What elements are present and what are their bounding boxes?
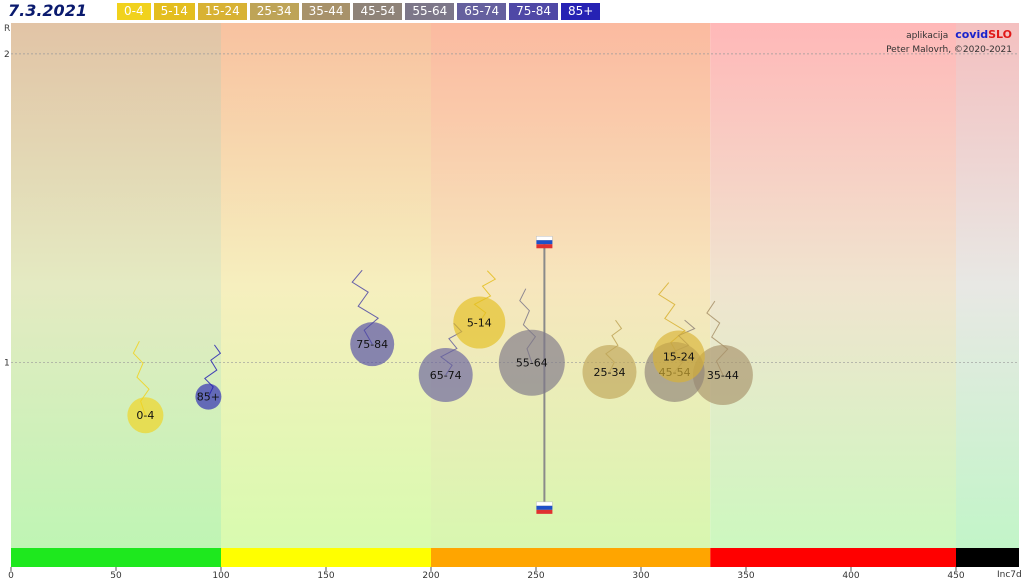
legend-item: 35-44 [301, 3, 351, 20]
legend-item: 65-74 [457, 3, 507, 20]
y-tick-label: 2 [4, 50, 10, 60]
flag-white [536, 236, 553, 241]
ylabel: R [4, 24, 10, 34]
xlabel: Inc7d [997, 570, 1022, 580]
credits-prefix: aplikacija [906, 31, 948, 41]
flag-red [536, 244, 553, 249]
trajectory-line [439, 322, 463, 376]
trajectory-line [132, 340, 150, 416]
legend-item: 55-64 [405, 3, 455, 20]
band-red [710, 23, 956, 548]
bubble-label: 15-24 [663, 351, 695, 364]
bubble-0-4 [127, 397, 164, 434]
bubble-5-14 [453, 296, 506, 349]
band-green [11, 23, 221, 548]
bubble-85+ [195, 383, 222, 410]
bubble-label: 75-84 [356, 338, 388, 351]
trajectory-line [667, 319, 696, 373]
bubble-15-24 [652, 330, 705, 383]
bubble-label: 55-64 [516, 357, 548, 370]
trajectory-line [519, 288, 537, 363]
trajectory-line [473, 270, 497, 323]
x-tick-label: 150 [317, 571, 334, 581]
x-tick-label: 350 [737, 571, 754, 581]
x-tick-label: 0 [8, 571, 14, 581]
trajectory-line [658, 282, 686, 357]
x-tick-label: 50 [110, 571, 122, 581]
bubble-label: 0-4 [136, 409, 154, 422]
band-strip-orange [431, 548, 711, 567]
legend-item: 75-84 [509, 3, 558, 20]
bubble-label: 35-44 [707, 369, 739, 382]
band-orange [431, 23, 711, 548]
bubble-45-54 [644, 341, 705, 402]
flag-white [536, 501, 553, 507]
band-strip-green [11, 548, 221, 567]
credits-app-b: SLO [988, 28, 1012, 41]
y-tick-label: 1 [4, 359, 10, 369]
x-tick-label: 300 [632, 571, 649, 581]
bubble-label: 85+ [197, 391, 220, 404]
trajectory-line [605, 319, 623, 373]
legend-item: 85+ [560, 3, 601, 20]
flag-blue [536, 505, 553, 510]
credits-app-a: covid [955, 28, 988, 41]
x-tick-label: 250 [527, 571, 544, 581]
x-tick-label: 200 [422, 571, 439, 581]
x-tick-label: 450 [947, 571, 964, 581]
age-group-legend: 0-4 5-14 15-24 25-34 35-44 45-54 55-64 65-74 75-… [117, 3, 601, 20]
legend-item: 45-54 [353, 3, 403, 20]
band-yellow [221, 23, 431, 548]
bubble-65-74 [418, 348, 473, 403]
bubble-label: 65-74 [430, 369, 462, 382]
legend-item: 25-34 [249, 3, 299, 20]
date-label: 7.3.2021 [8, 1, 87, 20]
x-tick-label: 400 [842, 571, 859, 581]
credits-author: Peter Malovrh, ©2020-2021 [886, 45, 1012, 55]
top-bar: 7.3.2021 0-4 5-14 15-24 25-34 35-44 45-54 55-6… [0, 0, 1024, 22]
bubble-75-84 [350, 322, 395, 367]
bubble-label: 45-54 [659, 366, 691, 379]
band-strip-black [956, 548, 1019, 567]
trajectory-line [204, 344, 222, 397]
x-tick-label: 100 [212, 571, 229, 581]
band-black [956, 23, 1019, 548]
band-strip-yellow [221, 548, 431, 567]
flag-red [536, 509, 553, 514]
trajectory-line [351, 269, 380, 345]
legend-item: 5-14 [153, 3, 195, 20]
bubble-label: 5-14 [467, 317, 492, 330]
flag-blue [536, 240, 553, 245]
bubble-label: 25-34 [594, 366, 626, 379]
credits-line: aplikacija covidSLO [906, 28, 1012, 41]
band-strip-red [710, 548, 956, 567]
bubble-55-64 [498, 329, 565, 396]
trajectory-line [706, 300, 729, 376]
bubble-35-44 [692, 345, 753, 406]
bubble-25-34 [582, 344, 637, 399]
legend-item: 0-4 [117, 3, 151, 20]
legend-item: 15-24 [197, 3, 247, 20]
